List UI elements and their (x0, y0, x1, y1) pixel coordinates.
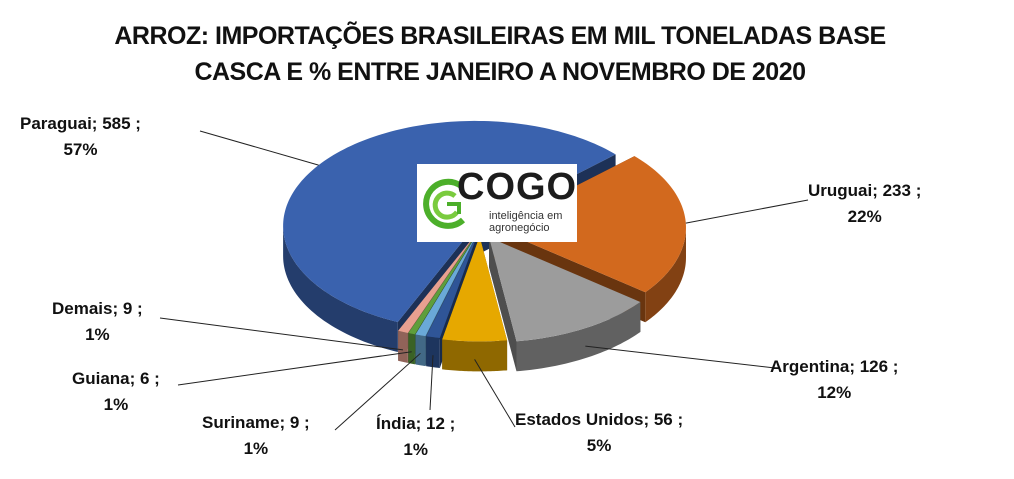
label-estados-unidos-pct: 5% (586, 436, 612, 455)
label-estados-unidos-name: Estados Unidos; 56 ; (515, 410, 684, 429)
label-demais-pct: 1% (85, 325, 110, 344)
label-india-pct: 1% (403, 440, 428, 459)
label-suriname-pct: 1% (243, 439, 269, 458)
label-uruguai-pct: 22% (847, 207, 882, 226)
pie-slice-india (426, 235, 478, 338)
leader-line-uruguai (685, 199, 809, 224)
leader-line-argentina (585, 345, 776, 369)
label-uruguai: Uruguai; 233 ; 22% (808, 178, 921, 230)
label-suriname-name: Suriname; 9 ; (202, 413, 310, 432)
pie-side-guiana (408, 333, 415, 365)
logo-tagline-1: inteligência em (489, 210, 563, 222)
pie-cut-argentina-1 (489, 237, 517, 372)
pie-slice-demais (398, 234, 476, 333)
label-demais-name: Demais; 9 ; (52, 299, 143, 318)
label-india: Índia; 12 ; 1% (376, 411, 455, 463)
pie-side-paraguai (283, 225, 398, 353)
label-demais: Demais; 9 ; 1% (52, 296, 143, 348)
cogo-logo: COGO inteligência em agronegócio (417, 164, 577, 242)
leader-line-demais (159, 317, 404, 351)
pie-slice-argentina (489, 237, 641, 342)
chart-title-line-2: CASCA E % ENTRE JANEIRO A NOVEMBRO DE 20… (194, 58, 806, 86)
label-argentina: Argentina; 126 ; 12% (770, 354, 898, 406)
pie-side-india (426, 336, 440, 368)
leader-line-guiana (177, 351, 412, 386)
label-india-name: Índia; 12 ; (376, 414, 456, 433)
logo-brand: COGO (457, 166, 578, 208)
leader-line-estados-unidos (474, 359, 516, 428)
label-paraguai: Paraguai; 585 ; 57% (20, 111, 141, 163)
pie-side-demais (398, 330, 408, 363)
label-argentina-name: Argentina; 126 ; (770, 357, 899, 376)
pie-slice-estados-unidos (442, 236, 508, 342)
logo-tagline-2: agronegócio (489, 222, 550, 234)
pie-slice-guiana (408, 234, 476, 335)
label-argentina-pct: 12% (817, 383, 852, 402)
pie-side-suriname (415, 334, 426, 367)
label-paraguai-name: Paraguai; 585 ; (20, 114, 141, 133)
cogo-logo-icon (423, 178, 466, 229)
label-estados-unidos: Estados Unidos; 56 ; 5% (515, 407, 683, 459)
label-guiana: Guiana; 6 ; 1% (72, 366, 160, 418)
label-uruguai-name: Uruguai; 233 ; (808, 181, 922, 200)
pie-side-uruguai (645, 227, 686, 323)
leader-line-paraguai (199, 130, 319, 166)
pie-side-argentina (516, 301, 641, 372)
label-guiana-pct: 1% (103, 395, 129, 414)
pie-side-estados-unidos (442, 339, 508, 372)
label-suriname: Suriname; 9 ; 1% (202, 410, 310, 462)
leader-line-suriname (334, 352, 421, 431)
pie-slice-suriname (415, 234, 477, 337)
pie-slice-uruguai (493, 156, 686, 293)
label-paraguai-pct: 57% (63, 140, 98, 159)
leader-lines (159, 130, 809, 431)
chart-title-line-1: ARROZ: IMPORTAÇÕES BRASILEIRAS EM MIL TO… (114, 22, 886, 50)
leader-line-india (429, 355, 434, 411)
label-guiana-name: Guiana; 6 ; (72, 369, 160, 388)
